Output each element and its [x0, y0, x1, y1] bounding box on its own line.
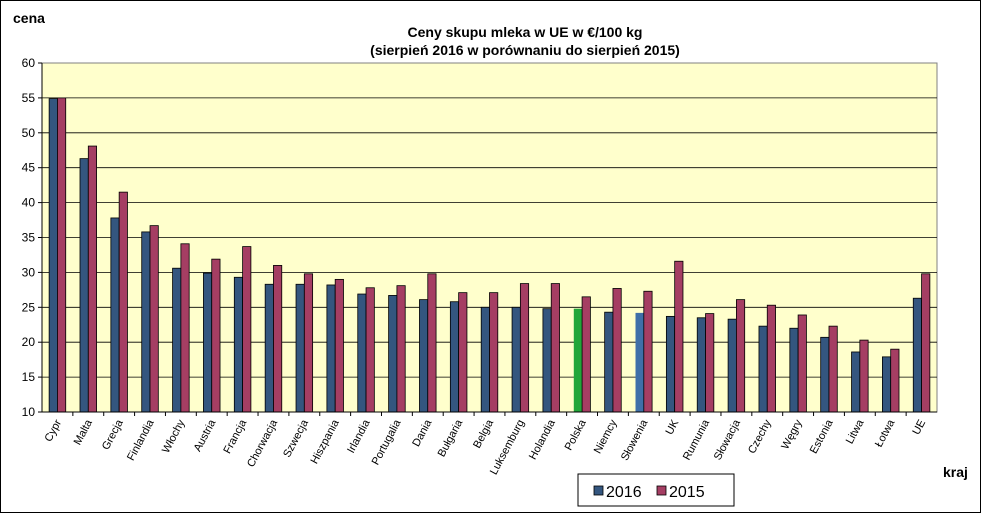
- bar-2016: [511, 306, 521, 413]
- bar-2016: [882, 356, 892, 413]
- y-tick-label: 15: [22, 370, 36, 384]
- bar-2015: [334, 278, 344, 413]
- bar-2015: [890, 348, 900, 413]
- legend-swatch-2015: [656, 485, 667, 496]
- bar-2016: [110, 217, 120, 413]
- y-tick-label: 30: [22, 265, 36, 279]
- bar-2016: [573, 308, 583, 412]
- bar-2015: [797, 314, 807, 413]
- bar-2015: [519, 283, 530, 413]
- y-tick-label: 55: [22, 91, 36, 105]
- legend: 2016 2015: [577, 473, 735, 507]
- bar-2016: [665, 315, 676, 413]
- bar-2015: [489, 292, 499, 413]
- bar-2016: [851, 351, 861, 413]
- chart-title-line1: Ceny skupu mleka w UE w €/100 kg: [408, 24, 643, 40]
- legend-label-2015: 2015: [669, 484, 705, 501]
- bar-2015: [211, 258, 221, 413]
- bar-2015: [828, 325, 838, 413]
- bar-2015: [149, 225, 159, 413]
- bar-2015: [87, 145, 97, 413]
- bar-2015: [57, 97, 67, 413]
- bar-2016: [789, 327, 799, 413]
- legend-label-2016: 2016: [606, 484, 642, 501]
- bar-2016: [604, 311, 614, 413]
- bar-2016: [449, 301, 460, 413]
- bar-2015: [674, 260, 684, 413]
- x-axis-label: kraj: [943, 464, 968, 480]
- bar-2016: [820, 336, 830, 413]
- y-tick-label: 60: [22, 56, 36, 70]
- bar-2016: [388, 295, 398, 413]
- bar-2015: [427, 273, 437, 413]
- y-tick-label: 45: [22, 161, 36, 175]
- chart-title-line2: (sierpień 2016 w porównaniu do sierpień …: [370, 42, 680, 58]
- y-tick-label: 50: [22, 126, 36, 140]
- y-tick-label: 25: [22, 300, 36, 314]
- bar-2016: [727, 318, 737, 413]
- bar-2016: [758, 325, 768, 413]
- y-axis-ticks: 10 15 20 25 30 35 40 45 50 55 60: [22, 56, 42, 419]
- bar-2015: [458, 292, 468, 413]
- bar-2015: [242, 246, 252, 413]
- bar-2015: [643, 290, 653, 413]
- y-tick-label: 20: [22, 335, 36, 349]
- legend-swatch-2016: [593, 485, 604, 496]
- bar-2016: [141, 231, 151, 413]
- bar-2015: [118, 191, 128, 413]
- bar-2015: [581, 296, 591, 413]
- bar-2016: [172, 267, 182, 413]
- y-axis-label: cena: [13, 10, 45, 26]
- y-tick-label: 35: [22, 231, 36, 245]
- y-tick-label: 40: [22, 196, 36, 210]
- bar-2016: [203, 272, 213, 413]
- y-tick-label: 10: [22, 405, 36, 419]
- bar-2016: [912, 297, 922, 413]
- bar-2015: [612, 288, 622, 413]
- bar-2016: [295, 283, 305, 413]
- bar-2015: [705, 313, 715, 413]
- bar-2015: [180, 243, 190, 413]
- bar-2016: [357, 293, 367, 413]
- bar-2015: [550, 283, 560, 413]
- bar-2015: [766, 304, 776, 413]
- bar-2015: [396, 285, 406, 413]
- bar-2015: [365, 287, 375, 413]
- bar-2015: [735, 299, 746, 413]
- bar-2015: [273, 265, 283, 413]
- legend-box: [577, 473, 735, 507]
- bar-2016: [542, 308, 552, 413]
- bar-2016: [326, 284, 336, 413]
- bar-2015: [859, 339, 869, 413]
- bar-2016: [79, 158, 89, 413]
- bar-2016: [264, 283, 274, 413]
- bar-2016: [419, 299, 429, 413]
- bar-2016: [48, 98, 58, 413]
- bar-2016: [696, 317, 706, 413]
- bar-2016: [480, 306, 490, 413]
- bar-2016: [233, 276, 244, 413]
- bar-2015: [303, 273, 314, 413]
- bar-2016: [635, 312, 644, 412]
- bar-2015: [921, 273, 931, 413]
